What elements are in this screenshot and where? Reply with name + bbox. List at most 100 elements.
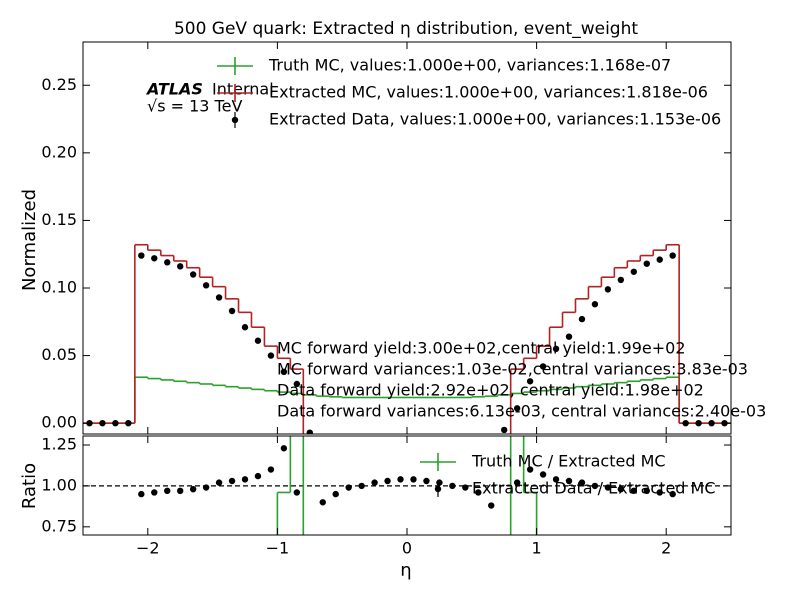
data-point [177, 263, 184, 270]
x-tick-label: 0 [402, 539, 412, 558]
axes-frame [82, 41, 732, 435]
data-point [397, 476, 404, 483]
data-point [423, 447, 429, 453]
data-point [345, 484, 352, 491]
data-point [99, 419, 106, 427]
data-point [669, 252, 676, 259]
legend-label: Truth MC, values:1.000e+00, variances:1.… [268, 56, 671, 75]
data-point [591, 301, 599, 308]
data-point [565, 477, 573, 485]
data-point [267, 352, 275, 359]
data-point [410, 447, 416, 453]
data-point [151, 255, 158, 262]
data-point [617, 276, 625, 284]
data-point [293, 489, 301, 496]
data-point [643, 487, 650, 495]
legend-label: Truth MC / Extracted MC [471, 452, 666, 471]
y-tick-label: 1.25 [41, 435, 77, 454]
data-point [695, 419, 702, 427]
y-tick-label: 0.00 [41, 413, 77, 432]
data-point [539, 471, 547, 478]
data-point [151, 489, 158, 496]
annotation: MC forward variances:1.03e-02,central va… [277, 360, 748, 379]
data-point [501, 426, 508, 434]
data-point [410, 476, 417, 483]
chart-title: 500 GeV quark: Extracted η distribution,… [174, 19, 638, 39]
y-axis-label: Normalized [19, 189, 40, 291]
data-point [215, 294, 223, 301]
data-point [267, 466, 275, 473]
x-tick-label: −1 [266, 539, 290, 558]
data-point [552, 345, 560, 353]
data-point [254, 472, 262, 480]
data-point [241, 476, 249, 483]
data-point [630, 487, 637, 495]
axes-frame [82, 435, 732, 536]
data-point [423, 477, 430, 485]
data-point [488, 502, 495, 509]
data-point [669, 490, 676, 498]
x-tick-label: 1 [532, 539, 542, 558]
data-point [254, 337, 262, 344]
data-point [333, 447, 339, 453]
data-point [215, 479, 223, 486]
y-tick-label: 0.10 [41, 278, 77, 297]
data-point [189, 485, 197, 493]
data-point [306, 429, 313, 434]
data-point [358, 447, 364, 453]
y-tick-label: 1.00 [41, 475, 77, 494]
data-point [384, 447, 390, 453]
data-point [280, 368, 288, 376]
data-point [138, 490, 145, 498]
data-point [462, 484, 469, 491]
data-point [436, 479, 443, 486]
data-point [189, 271, 197, 278]
y-tick-label: 0.25 [41, 75, 77, 94]
y-tick-label: 0.20 [41, 142, 77, 161]
data-point [371, 479, 378, 486]
data-point [280, 445, 288, 452]
data-point [643, 260, 650, 267]
legend-marker [231, 116, 239, 124]
data-point [578, 479, 586, 486]
y-tick-label: 0.15 [41, 210, 77, 229]
data-point [475, 489, 482, 496]
annotation: MC forward yield:3.00e+02,central yield:… [277, 339, 686, 358]
data-point [345, 447, 351, 453]
legend-marker [434, 485, 442, 493]
data-point [565, 333, 573, 340]
data-point [228, 477, 236, 485]
data-point [578, 315, 586, 323]
legend-label: Extracted MC, values:1.000e+00, variance… [269, 83, 708, 102]
data-point [397, 447, 403, 453]
x-tick-label: 2 [661, 539, 671, 558]
legend-label: Extracted Data / Extracted MC [472, 479, 716, 498]
data-point [617, 485, 625, 493]
data-point [449, 482, 456, 490]
data-point [320, 447, 326, 453]
data-point [138, 252, 145, 259]
data-point [604, 286, 612, 293]
data-point [125, 419, 132, 427]
ratio-axis-label: Ratio [19, 463, 40, 509]
data-point [164, 259, 171, 266]
energy-label: √s = 13 TeV [147, 97, 242, 116]
data-point [384, 477, 391, 485]
data-point [332, 490, 339, 498]
data-point [202, 484, 210, 491]
data-point [552, 476, 560, 483]
data-point [202, 282, 210, 289]
x-axis-label: η [400, 560, 411, 581]
data-point [228, 307, 236, 315]
data-point [656, 489, 663, 496]
data-point [293, 380, 301, 388]
data-point [449, 447, 455, 453]
data-point [436, 447, 442, 453]
atlas-label: ATLAS [145, 80, 203, 99]
data-point [112, 419, 119, 427]
data-point [526, 466, 534, 473]
data-point [604, 484, 612, 491]
legend-label: Extracted Data, values:1.000e+00, varian… [269, 110, 721, 129]
